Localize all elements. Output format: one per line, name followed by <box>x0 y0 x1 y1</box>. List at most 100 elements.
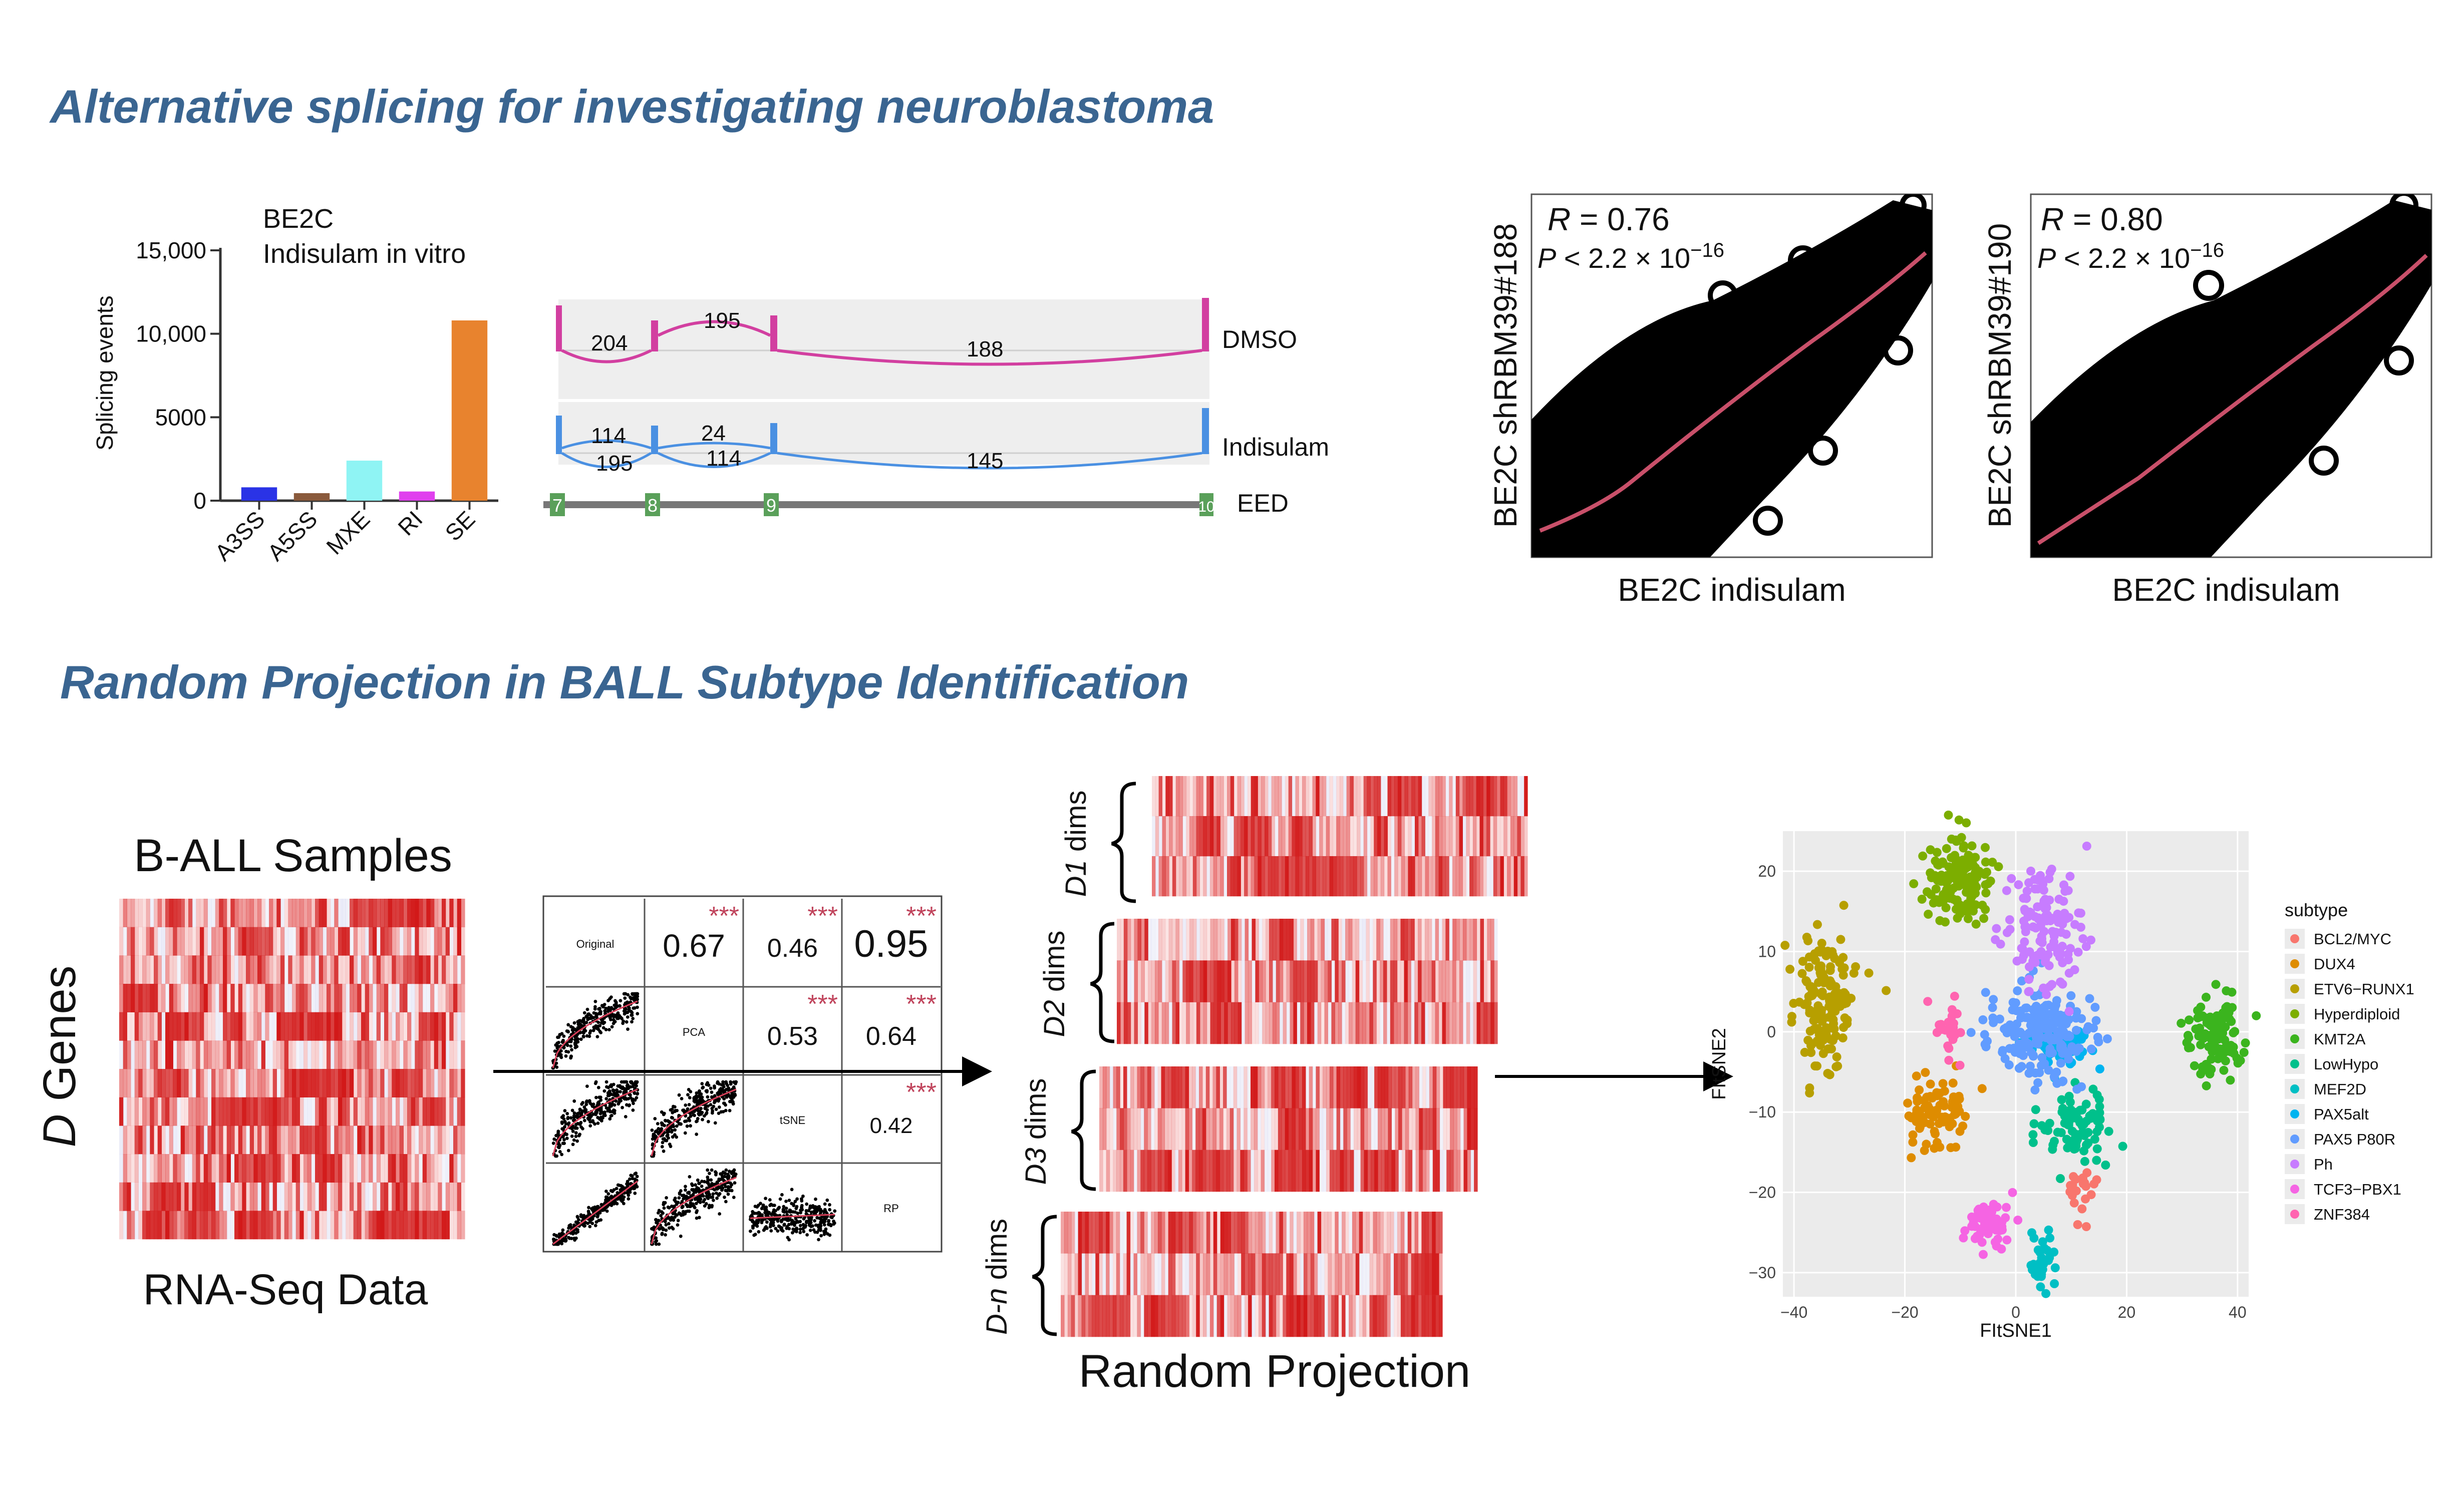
heatmap-cell <box>1255 1295 1259 1337</box>
heatmap-cell <box>1290 960 1294 1002</box>
indisulam-junction-arc <box>561 439 652 450</box>
heatmap-cell <box>1203 1253 1207 1295</box>
heatmap-cell <box>1169 776 1173 817</box>
heatmap-cell <box>226 955 231 984</box>
pairs-scatter-point <box>621 1105 624 1109</box>
pairs-scatter-point <box>575 1037 579 1041</box>
heatmap-cell <box>146 1040 150 1069</box>
heatmap-cell <box>1299 856 1303 897</box>
heatmap-cell <box>442 1182 446 1211</box>
heatmap-cell <box>284 984 288 1012</box>
pairs-scatter-point <box>657 1127 661 1131</box>
heatmap-cell <box>1415 856 1419 897</box>
heatmap-cell <box>1462 919 1467 961</box>
heatmap-cell <box>1213 960 1217 1002</box>
heatmap-cell <box>1384 1108 1389 1150</box>
heatmap-cell <box>342 1069 346 1097</box>
heatmap-cell <box>445 1182 450 1211</box>
heatmap-cell <box>415 927 419 956</box>
heatmap-cell <box>1357 816 1361 857</box>
heatmap-cell <box>269 1069 273 1097</box>
pairs-scatter-point <box>651 1143 655 1147</box>
heatmap-cell <box>1141 960 1145 1002</box>
heatmap-cell <box>211 927 216 956</box>
heatmap-cell <box>1234 960 1239 1002</box>
heatmap-cell <box>1316 816 1320 857</box>
pairs-scatter-point <box>819 1234 823 1238</box>
pairs-scatter-point <box>582 1031 585 1035</box>
heatmap-cell <box>1295 776 1299 817</box>
heatmap-cell <box>1275 816 1279 857</box>
scatter-outlier <box>1808 436 1838 466</box>
heatmap-cell <box>1248 1295 1252 1337</box>
pairs-scatter-point <box>832 1219 835 1223</box>
heatmap-cell <box>188 899 193 927</box>
heatmap-cell <box>1251 1150 1255 1192</box>
heatmap-cell <box>238 1154 242 1183</box>
heatmap-cell <box>165 1125 170 1155</box>
heatmap-cell <box>253 984 258 1012</box>
pairs-scatter-point <box>724 1168 728 1172</box>
heatmap-cell <box>338 1069 343 1097</box>
dims-label-d1: D1 dims <box>1060 791 1092 897</box>
heatmap-cell <box>146 1182 150 1211</box>
pairs-scatter-point <box>555 1242 559 1246</box>
heatmap-cell <box>299 1125 304 1155</box>
pairs-scatter-point <box>698 1201 702 1204</box>
heatmap-cell <box>334 927 339 956</box>
heatmap-cell <box>226 1154 231 1183</box>
heatmap-cell <box>1360 856 1364 897</box>
tsne-point <box>1966 878 1975 888</box>
pairs-scatter-point <box>611 1021 615 1025</box>
tsne-point <box>1920 1118 1929 1128</box>
pairs-scatter-point <box>582 1215 586 1219</box>
heatmap-cell <box>207 1097 212 1126</box>
heatmap-cell <box>315 1069 320 1097</box>
heatmap-cell <box>1210 919 1214 961</box>
heatmap-cell <box>1336 1108 1341 1150</box>
heatmap-cell <box>1117 919 1121 961</box>
heatmap-cell <box>180 1069 185 1097</box>
heatmap-cell <box>353 1097 358 1126</box>
heatmap-cell <box>180 1182 185 1211</box>
heatmap-cell <box>196 1069 200 1097</box>
heatmap-cell <box>1171 1066 1175 1108</box>
heatmap-cell <box>1120 919 1124 961</box>
heatmap-cell <box>230 1069 235 1097</box>
heatmap-cell <box>422 1154 427 1183</box>
heatmap-cell <box>1345 1002 1349 1044</box>
heatmap-cell <box>1363 816 1368 857</box>
heatmap-cell <box>1285 856 1289 897</box>
heatmap-cell <box>146 1211 150 1240</box>
heatmap-cell <box>407 955 412 984</box>
heatmap-cell <box>1229 1066 1234 1108</box>
heatmap-cell <box>303 1012 308 1041</box>
heatmap-cell <box>1175 1253 1179 1295</box>
heatmap-cell <box>1240 1150 1244 1192</box>
pairs-scatter-point <box>610 1025 614 1029</box>
heatmap-cell <box>1350 856 1354 897</box>
heatmap-cell <box>1435 1212 1439 1254</box>
heatmap-cell <box>449 955 454 984</box>
heatmap-cell <box>1117 1002 1121 1044</box>
tsne-point <box>2081 1222 2091 1231</box>
tsne-point <box>1810 988 1819 998</box>
pairs-scatter-point <box>667 1222 671 1226</box>
heatmap-cell <box>1279 1212 1283 1254</box>
heatmap-cell <box>261 1012 265 1041</box>
heatmap-cell <box>1220 816 1224 857</box>
heatmap-cell <box>1071 1295 1075 1337</box>
pairs-scatter-point <box>602 1089 606 1093</box>
heatmap-cell <box>1165 960 1169 1002</box>
heatmap-cell <box>280 1125 285 1155</box>
tsne-point <box>1930 1126 1939 1136</box>
heatmap-cell <box>1347 1108 1351 1150</box>
heatmap-cell <box>1329 856 1333 897</box>
heatmap-cell <box>1432 1253 1436 1295</box>
pairs-scatter-point <box>629 995 632 999</box>
pairs-scatter-point <box>657 1242 661 1246</box>
heatmap-cell <box>1220 919 1224 961</box>
heatmap-cell <box>1333 856 1337 897</box>
heatmap-cell <box>131 1125 135 1155</box>
pairs-scatter-point <box>574 1135 578 1139</box>
